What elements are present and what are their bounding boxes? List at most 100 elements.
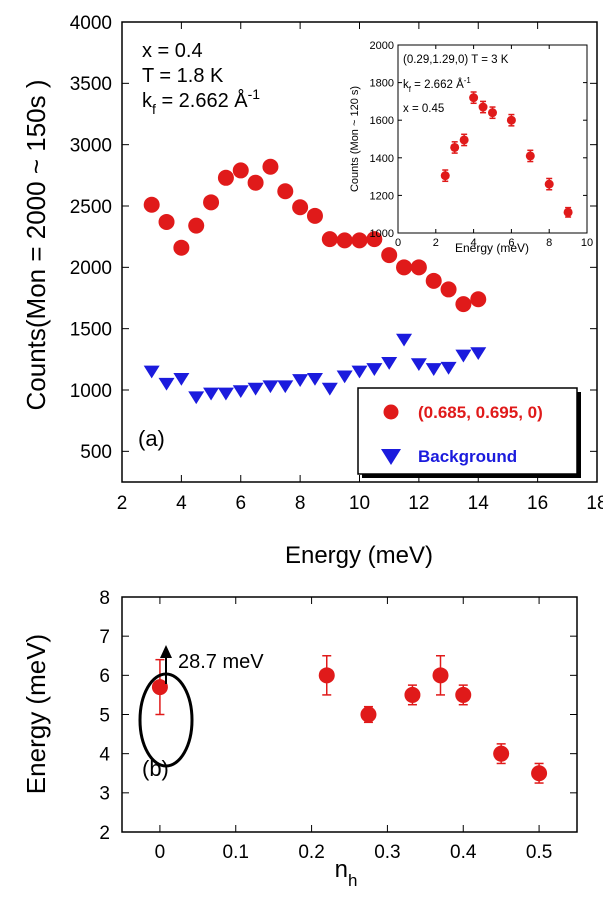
panel-a-xlabel: Energy (meV) xyxy=(285,542,433,569)
annotation-kf-sub: f xyxy=(152,101,156,117)
data-point-triangle xyxy=(143,365,160,379)
panel-b-xlabel: nh xyxy=(335,856,358,890)
y-tick-label: 8 xyxy=(99,588,110,609)
data-point-circle xyxy=(425,272,442,289)
panel-b-frame xyxy=(121,596,578,833)
data-point-triangle xyxy=(173,372,190,386)
data-point-circle xyxy=(531,765,548,782)
data-point-circle xyxy=(404,686,421,703)
data-point-triangle xyxy=(292,374,309,387)
data-point-triangle xyxy=(321,382,338,396)
data-point-circle xyxy=(306,207,323,224)
data-point-triangle xyxy=(188,391,205,405)
data-point-circle xyxy=(203,194,220,211)
y-tick-label: 1500 xyxy=(70,320,112,341)
data-point-circle xyxy=(493,745,510,762)
data-point-triangle xyxy=(381,357,398,370)
inset-frame xyxy=(397,44,588,234)
panel-b-label: (b) xyxy=(142,756,169,781)
x-tick-label: 6 xyxy=(235,493,246,514)
panel-b-xlabel-sub: h xyxy=(348,871,357,890)
data-point-circle xyxy=(440,281,457,298)
data-point-circle xyxy=(173,239,190,256)
x-tick-label: 6 xyxy=(508,237,514,249)
y-tick-label: 3000 xyxy=(70,136,112,157)
x-tick-label: 0.3 xyxy=(374,842,400,863)
x-tick-label: 0.4 xyxy=(450,842,477,863)
y-tick-label: 1200 xyxy=(370,190,394,202)
data-point-triangle xyxy=(306,372,323,386)
data-point-triangle xyxy=(336,370,353,384)
data-point-circle xyxy=(351,232,368,249)
inset-annotation-kf-exponent: -1 xyxy=(464,76,472,85)
data-point-circle xyxy=(360,706,377,723)
data-point-triangle xyxy=(440,361,457,375)
panel-b-ylabel: Energy (meV) xyxy=(21,634,51,794)
data-point-circle xyxy=(232,162,249,179)
x-tick-label: 0 xyxy=(395,237,401,249)
inset-annotation-kf: kf = 2.662 Å-1 xyxy=(403,76,471,94)
y-tick-label: 3 xyxy=(99,784,110,805)
data-point-triangle xyxy=(277,380,294,394)
annotation-kf-exponent: -1 xyxy=(248,86,261,102)
x-tick-label: 0.1 xyxy=(223,842,249,863)
legend-marker-red-circle xyxy=(383,404,399,420)
x-tick-label: 0 xyxy=(155,842,166,863)
legend-label-background: Background xyxy=(418,447,517,466)
data-point-circle xyxy=(525,151,535,161)
annotation-kf-value: = 2.662 Å xyxy=(156,89,248,112)
panel-b-xlabel-n: n xyxy=(335,856,348,883)
data-point-circle xyxy=(469,93,479,103)
data-point-circle xyxy=(217,169,234,186)
data-point-circle xyxy=(277,183,294,200)
x-tick-label: 12 xyxy=(408,493,429,514)
data-point-circle xyxy=(396,259,413,276)
y-tick-label: 2500 xyxy=(70,197,112,218)
y-tick-label: 500 xyxy=(80,442,112,463)
y-tick-label: 4 xyxy=(99,745,110,766)
inset-ylabel: Counts (Mon ~ 120 s) xyxy=(349,86,361,192)
data-point-circle xyxy=(544,179,554,189)
legend: (0.685, 0.695, 0) Background xyxy=(357,387,581,478)
annotation-kf: kf = 2.662 Å-1 xyxy=(142,86,260,117)
y-tick-label: 6 xyxy=(99,666,110,687)
data-point-circle xyxy=(292,199,309,216)
x-tick-label: 4 xyxy=(471,237,477,249)
data-point-circle xyxy=(318,667,335,684)
inset-annotation-x: x = 0.45 xyxy=(403,103,444,115)
annotation-kf-k: k xyxy=(142,90,153,112)
panel-a: 2 4 6 8 10 12 14 16 18 500 1000 1500 2000 2500 3000 350… xyxy=(21,13,603,569)
legend-label-signal: (0.685, 0.695, 0) xyxy=(418,403,543,422)
annotation-temperature: T = 1.8 K xyxy=(142,65,224,87)
data-point-circle xyxy=(381,247,398,264)
x-tick-label: 4 xyxy=(176,493,187,514)
data-point-circle xyxy=(488,108,497,118)
x-tick-label: 8 xyxy=(295,493,306,514)
x-tick-label: 2 xyxy=(433,237,439,249)
data-point-circle xyxy=(440,171,450,181)
arrow-annotation: 28.7 meV xyxy=(178,651,264,673)
data-point-triangle xyxy=(410,358,427,372)
x-tick-label: 0.2 xyxy=(298,842,324,863)
inset-annotation-kf-sub: f xyxy=(409,85,412,94)
inset-xlabel: Energy (meV) xyxy=(455,241,529,255)
x-tick-label: 10 xyxy=(581,237,593,249)
inset-annotation-kf-value: = 2.662 Å xyxy=(411,78,464,91)
y-tick-label: 4000 xyxy=(70,13,112,34)
x-tick-label: 8 xyxy=(546,237,552,249)
x-tick-label: 0.5 xyxy=(526,842,552,863)
data-point-triangle xyxy=(470,347,487,360)
inset: 0 2 4 6 8 10 1000 1200 1400 1600 1800 2000 Counts (… xyxy=(349,40,593,255)
y-tick-label: 5 xyxy=(99,705,110,726)
x-tick-label: 10 xyxy=(349,493,370,514)
panel-a-label: (a) xyxy=(138,426,165,451)
annotation-x: x = 0.4 xyxy=(142,40,203,62)
data-point-circle xyxy=(478,102,488,112)
y-tick-label: 1600 xyxy=(370,115,394,127)
data-point-circle xyxy=(151,679,168,696)
y-tick-label: 2000 xyxy=(70,258,112,279)
data-point-circle xyxy=(321,231,338,248)
data-point-circle xyxy=(366,231,383,248)
data-point-triangle xyxy=(203,387,220,401)
data-point-circle xyxy=(432,667,449,684)
